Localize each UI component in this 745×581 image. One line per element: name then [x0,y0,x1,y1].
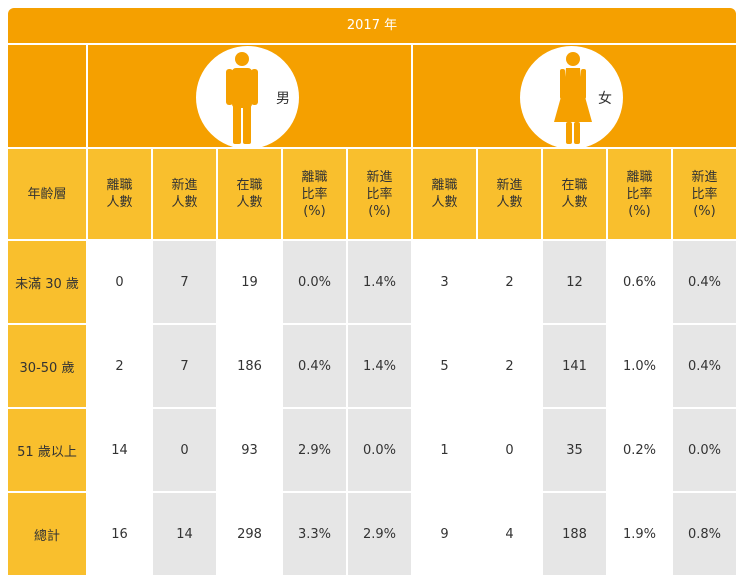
male-value-cell: 2.9% [348,493,411,575]
male-column-header: 新進 人數 [153,149,216,239]
female-value-cell: 9 [413,493,476,575]
male-column-header: 在職 人數 [218,149,281,239]
male-value-cell: 2.9% [283,409,346,491]
male-value-cell: 19 [218,241,281,323]
age-group-label: 未滿 30 歲 [8,241,86,323]
female-value-cell: 0.4% [673,325,736,407]
male-value-cell: 1.4% [348,325,411,407]
female-figure-icon [554,52,592,144]
male-value-cell: 298 [218,493,281,575]
male-value-cell: 7 [153,325,216,407]
female-value-cell: 1 [413,409,476,491]
female-value-cell: 141 [543,325,606,407]
male-value-cell: 14 [88,409,151,491]
male-value-cell: 3.3% [283,493,346,575]
female-column-header: 離職 比率 (%) [608,149,671,239]
male-value-cell: 0 [153,409,216,491]
female-value-cell: 0.6% [608,241,671,323]
female-value-cell: 5 [413,325,476,407]
male-value-cell: 0 [88,241,151,323]
male-column-header: 離職 比率 (%) [283,149,346,239]
male-value-cell: 0.4% [283,325,346,407]
age-group-header: 年齡層 [8,149,86,239]
age-group-label: 總計 [8,493,86,575]
age-group-label: 51 歲以上 [8,409,86,491]
male-value-cell: 93 [218,409,281,491]
male-figure-icon [226,52,258,144]
female-column-header: 離職 人數 [413,149,476,239]
female-value-cell: 0.2% [608,409,671,491]
year-title: 2017 年 [8,8,736,43]
female-value-cell: 2 [478,241,541,323]
female-value-cell: 4 [478,493,541,575]
female-value-cell: 3 [413,241,476,323]
female-circle [520,46,623,149]
male-value-cell: 14 [153,493,216,575]
female-value-cell: 0 [478,409,541,491]
female-value-cell: 12 [543,241,606,323]
age-group-label: 30-50 歲 [8,325,86,407]
female-value-cell: 0.4% [673,241,736,323]
male-value-cell: 2 [88,325,151,407]
female-value-cell: 2 [478,325,541,407]
female-label: 女 [598,91,612,107]
male-value-cell: 16 [88,493,151,575]
female-value-cell: 188 [543,493,606,575]
female-value-cell: 1.0% [608,325,671,407]
male-column-header: 新進 比率 (%) [348,149,411,239]
male-column-header: 離職 人數 [88,149,151,239]
male-value-cell: 0.0% [283,241,346,323]
female-value-cell: 35 [543,409,606,491]
male-label: 男 [276,91,290,107]
gender-header-blank [8,45,86,147]
female-column-header: 新進 比率 (%) [673,149,736,239]
female-value-cell: 1.9% [608,493,671,575]
male-value-cell: 7 [153,241,216,323]
male-circle [196,46,299,149]
female-column-header: 在職 人數 [543,149,606,239]
male-value-cell: 1.4% [348,241,411,323]
male-value-cell: 0.0% [348,409,411,491]
male-value-cell: 186 [218,325,281,407]
female-column-header: 新進 人數 [478,149,541,239]
female-value-cell: 0.0% [673,409,736,491]
female-value-cell: 0.8% [673,493,736,575]
